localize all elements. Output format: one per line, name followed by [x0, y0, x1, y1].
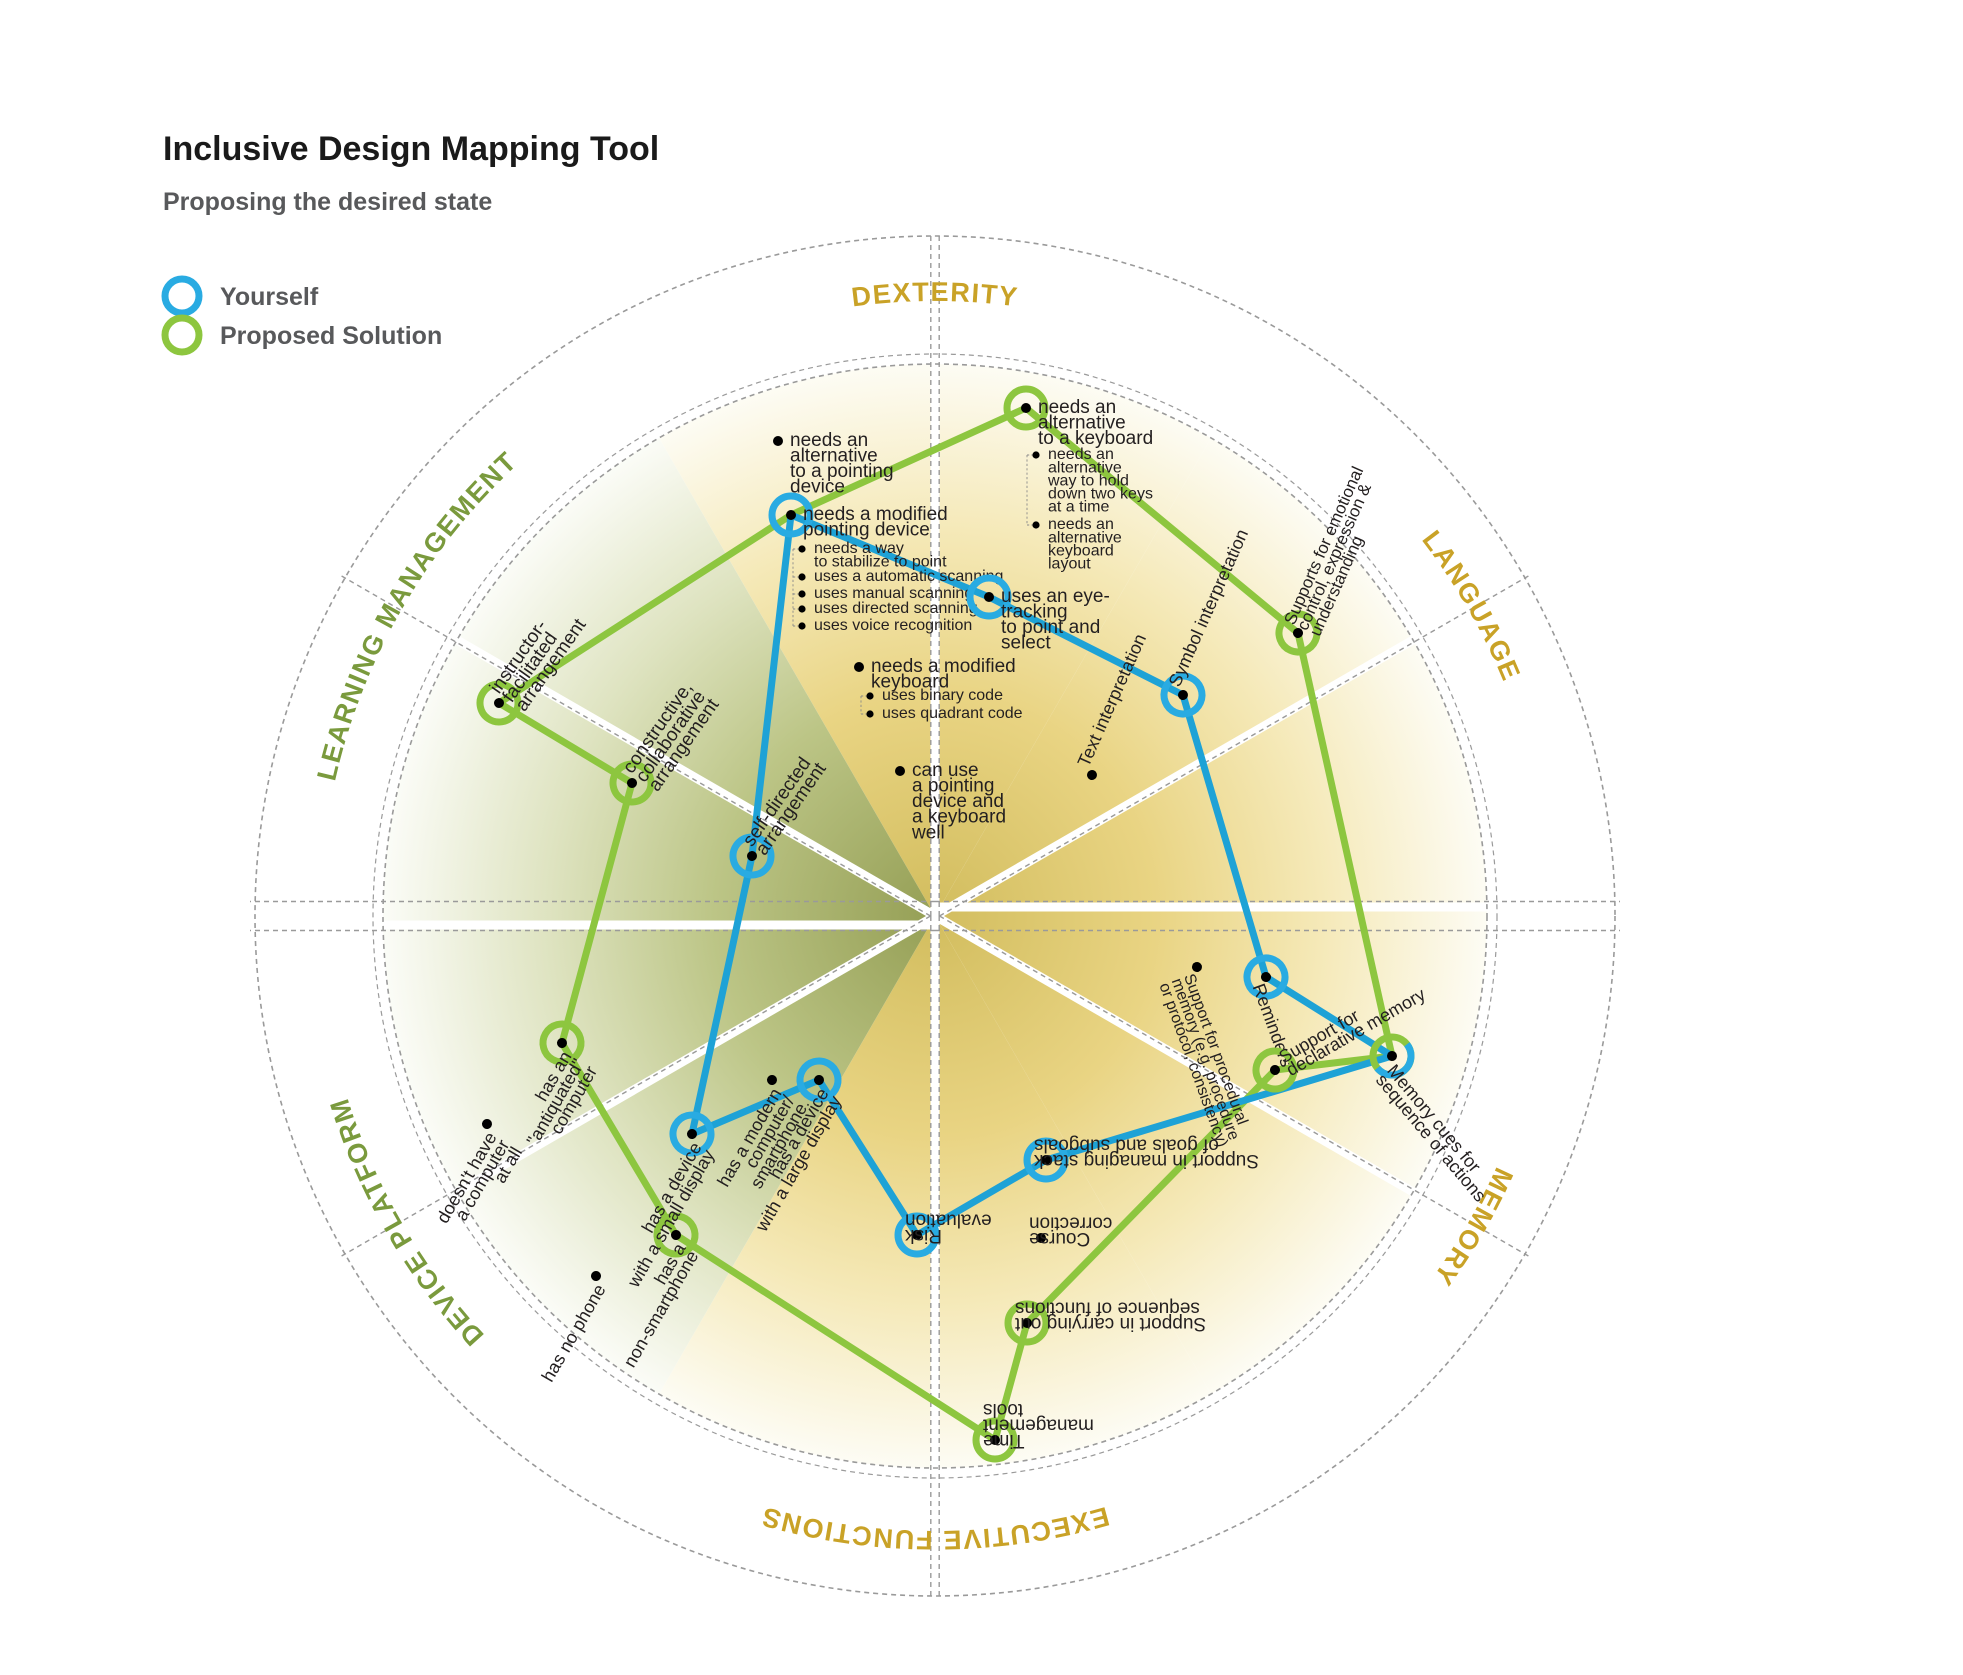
- svg-text:Proposing the desired state: Proposing the desired state: [163, 188, 492, 216]
- svg-text:Yourself: Yourself: [220, 283, 319, 311]
- svg-text:at a time: at a time: [1048, 499, 1109, 516]
- svg-text:uses directed scanning: uses directed scanning: [814, 600, 978, 617]
- svg-text:select: select: [1001, 633, 1051, 654]
- svg-text:pointing device: pointing device: [803, 520, 930, 541]
- svg-text:sequence of functions: sequence of functions: [1015, 1297, 1200, 1318]
- svg-text:tools: tools: [983, 1399, 1023, 1420]
- svg-text:well: well: [911, 822, 945, 843]
- svg-text:correction: correction: [1029, 1212, 1112, 1233]
- svg-text:uses voice recognition: uses voice recognition: [814, 617, 972, 634]
- svg-text:uses quadrant code: uses quadrant code: [882, 705, 1023, 722]
- svg-text:Inclusive Design Mapping Tool: Inclusive Design Mapping Tool: [163, 130, 659, 168]
- svg-text:of goals and subgoals: of goals and subgoals: [1034, 1134, 1219, 1155]
- svg-text:uses binary code: uses binary code: [882, 687, 1003, 704]
- svg-text:evaluation: evaluation: [905, 1209, 992, 1230]
- svg-text:layout: layout: [1048, 556, 1091, 573]
- svg-text:Proposed Solution: Proposed Solution: [220, 322, 442, 350]
